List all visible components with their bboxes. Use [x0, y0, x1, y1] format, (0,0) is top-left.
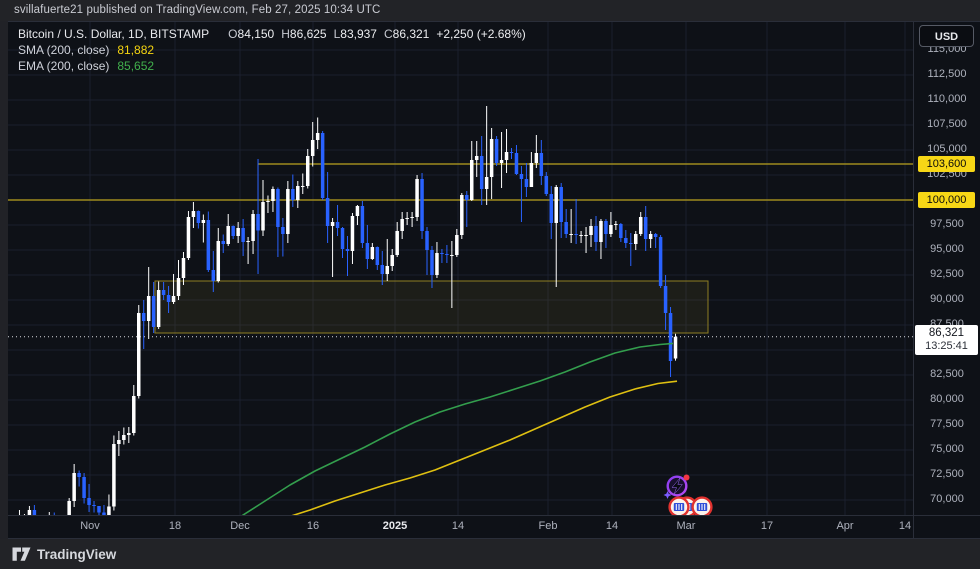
high-prefix: H [281, 27, 290, 41]
sma-200-line[interactable] [288, 380, 678, 515]
tradingview-logo-icon [12, 547, 31, 561]
price-chart-plot[interactable]: Bitcoin / U.S. Dollar, 1D, BITSTAMP O84,1… [8, 22, 913, 515]
time-axis-label: Feb [538, 520, 558, 532]
sma-legend-row[interactable]: SMA (200, close) 81,882 [18, 43, 526, 58]
open-prefix: O [228, 27, 238, 41]
close-value: 86,321 [392, 27, 430, 41]
sma-value: 81,882 [117, 43, 155, 57]
time-axis[interactable]: Nov 18 Dec 16 2025 14 Feb 14 Mar 17 Apr 14 [8, 515, 913, 538]
symbol-title: Bitcoin / U.S. Dollar, 1D, BITSTAMP [18, 27, 210, 41]
price-axis-label: 110,000 [927, 93, 967, 105]
sticker-energy-emoji[interactable] [663, 474, 690, 500]
footer-bar: TradingView [0, 539, 980, 569]
price-axis-label: 95,000 [930, 243, 964, 255]
time-axis-label: 16 [306, 520, 320, 532]
time-axis-label: 14 [898, 520, 912, 532]
chart-legend: Bitcoin / U.S. Dollar, 1D, BITSTAMP O84,1… [18, 27, 526, 75]
candlestick-chart [8, 22, 913, 515]
price-level-badge: 103,600 [918, 155, 975, 172]
time-axis-label: 14 [605, 520, 619, 532]
current-price-label: 86,321 13:25:41 [915, 325, 978, 355]
price-axis-label: 92,500 [930, 268, 964, 280]
price-axis-label: 107,500 [927, 118, 967, 130]
publish-text: svillafuerte21 published on TradingView.… [14, 4, 381, 16]
time-axis-label: 14 [451, 520, 465, 532]
price-axis-label: 112,500 [927, 68, 967, 80]
price-axis-label: 90,000 [930, 293, 964, 305]
tradingview-brand[interactable]: TradingView [12, 547, 116, 562]
support-zone-box[interactable] [154, 280, 709, 334]
price-axis-label: 75,000 [930, 443, 964, 455]
price-level-badge: 100,000 [918, 191, 975, 208]
current-price-value: 86,321 [928, 327, 965, 339]
low-value: 83,937 [340, 27, 377, 41]
symbol-legend-row[interactable]: Bitcoin / U.S. Dollar, 1D, BITSTAMP O84,1… [18, 27, 526, 42]
price-axis-label: 97,500 [930, 218, 964, 230]
time-axis-label: Nov [80, 520, 100, 532]
low-prefix: L [333, 27, 341, 41]
candlestick-series [18, 106, 678, 515]
time-axis-label: Mar [676, 520, 696, 532]
panel-border [8, 21, 980, 22]
publish-bar: svillafuerte21 published on TradingView.… [0, 0, 980, 21]
price-axis-label: 72,500 [930, 468, 964, 480]
price-axis-label: 82,500 [930, 368, 964, 380]
time-axis-label: Apr [836, 520, 854, 532]
ema-label: EMA (200, close) [18, 59, 110, 73]
sticker-chip-emoji-1[interactable] [691, 496, 713, 515]
open-value: 84,150 [237, 27, 275, 41]
close-prefix: C [383, 27, 393, 41]
high-value: 86,625 [289, 27, 327, 41]
time-axis-label: 2025 [382, 520, 408, 532]
brand-text: TradingView [37, 547, 117, 562]
ema-legend-row[interactable]: EMA (200, close) 85,652 [18, 59, 526, 74]
grid [8, 22, 913, 515]
time-axis-label: Dec [230, 520, 250, 532]
axis-corner [913, 515, 980, 538]
ema-200-line[interactable] [240, 342, 674, 515]
sticker-chip-emoji-2[interactable] [668, 496, 690, 515]
price-axis[interactable]: USD 86,321 13:25:41 115,000 112,500 110,00… [913, 22, 980, 515]
price-axis-label: 77,500 [930, 418, 964, 430]
price-axis-label: 80,000 [930, 393, 964, 405]
change-value: +2,250 (+2.68%) [436, 27, 526, 41]
sma-label: SMA (200, close) [18, 43, 110, 57]
price-axis-label: 70,000 [930, 493, 964, 505]
ema-value: 85,652 [117, 59, 155, 73]
price-axis-label: 105,000 [927, 143, 967, 155]
currency-button[interactable]: USD [919, 25, 974, 47]
time-axis-label: 17 [760, 520, 774, 532]
bar-close-countdown: 13:25:41 [925, 340, 968, 352]
time-axis-label: 18 [168, 520, 182, 532]
panel-border [8, 538, 980, 539]
